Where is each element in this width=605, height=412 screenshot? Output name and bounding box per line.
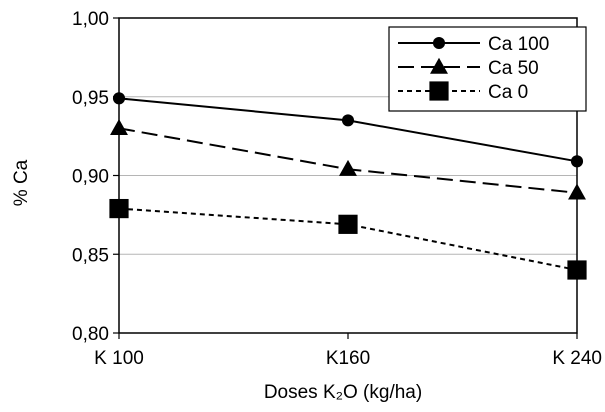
series-triangle [110, 118, 586, 200]
legend-entry: Ca 0 [398, 81, 528, 103]
legend-label: Ca 100 [488, 34, 549, 55]
series [109, 92, 587, 280]
x-axis-label: Doses K₂O (kg/ha) [264, 382, 422, 403]
x-tick-label: K160 [326, 348, 370, 369]
legend-entry: Ca 100 [398, 34, 549, 55]
circle-marker [432, 36, 446, 50]
x-axis-ticks: K 100 K160 K 240 [94, 333, 602, 369]
legend-entry: Ca 50 [398, 57, 539, 79]
square-marker [338, 214, 358, 234]
triangle-marker [430, 57, 448, 74]
x-tick-label: K 100 [94, 348, 144, 369]
y-axis-label: % Ca [11, 159, 32, 206]
series-circle [112, 92, 584, 168]
square-marker [109, 198, 129, 219]
y-tick-label: 0,85 [72, 245, 109, 266]
legend: Ca 100 Ca 50 Ca 0 [388, 26, 587, 112]
legend-label: Ca 50 [488, 58, 539, 79]
y-axis-ticks: 0,80 0,85 0,90 0,95 1,00 [72, 9, 119, 345]
y-tick-label: 0,80 [72, 324, 109, 345]
square-marker [429, 81, 449, 101]
triangle-marker [339, 159, 357, 176]
y-tick-label: 0,95 [72, 88, 109, 109]
y-tick-label: 0,90 [72, 167, 109, 188]
y-tick-label: 1,00 [72, 9, 109, 30]
triangle-marker [110, 118, 128, 135]
triangle-marker [568, 183, 586, 200]
circle-marker [570, 155, 584, 168]
circle-marker [341, 114, 355, 127]
legend-label: Ca 0 [488, 82, 528, 103]
x-tick-label: K 240 [552, 348, 602, 369]
circle-marker [112, 92, 126, 105]
square-marker [567, 260, 587, 280]
legend-box [388, 26, 587, 112]
series-square [109, 198, 587, 280]
